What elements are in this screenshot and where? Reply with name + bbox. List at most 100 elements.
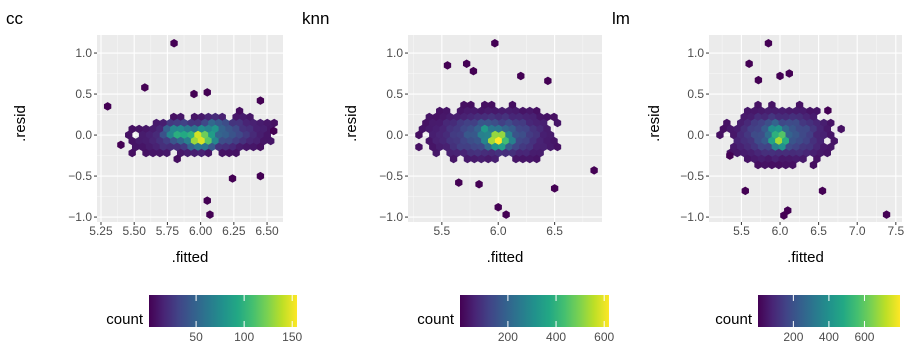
hex-bin bbox=[519, 118, 527, 128]
hex-bin bbox=[218, 148, 226, 158]
hex-bin bbox=[529, 124, 537, 134]
hex-bin bbox=[795, 124, 804, 134]
hex-bin bbox=[526, 118, 534, 128]
hex-bin bbox=[183, 124, 192, 134]
colorbar bbox=[460, 295, 609, 327]
hex-bin-outlier bbox=[117, 140, 125, 150]
hex-bin bbox=[754, 100, 762, 110]
hex-bin bbox=[228, 118, 237, 128]
hex-bin bbox=[477, 106, 485, 116]
hex-bin bbox=[498, 130, 506, 140]
hex-bin bbox=[456, 130, 465, 140]
hex-bin bbox=[218, 124, 226, 134]
hex-bin bbox=[156, 148, 164, 158]
hex-bin bbox=[799, 118, 807, 128]
hex-bin bbox=[487, 148, 496, 158]
hex-bin bbox=[439, 124, 447, 134]
hex-bin bbox=[487, 112, 496, 122]
hex-bin bbox=[757, 106, 766, 116]
hex-bin bbox=[494, 124, 503, 134]
hex-bin bbox=[802, 136, 811, 146]
hex-bin-outlier bbox=[517, 71, 525, 81]
hex-bin bbox=[439, 112, 447, 122]
hex-bin bbox=[453, 148, 461, 158]
hex-bin bbox=[775, 136, 783, 146]
hex-bin bbox=[764, 130, 773, 140]
hex-bin bbox=[806, 118, 814, 128]
hex-bin bbox=[422, 118, 430, 128]
hex-bin bbox=[491, 118, 499, 128]
hex-bin bbox=[529, 112, 537, 122]
hexbin-layer-knn bbox=[415, 38, 598, 219]
hex-bin bbox=[256, 142, 265, 152]
hex-bin bbox=[235, 106, 244, 116]
hex-bin bbox=[256, 118, 265, 128]
hex-bin bbox=[522, 112, 530, 122]
hex-bin bbox=[820, 130, 828, 140]
hex-bin bbox=[415, 142, 423, 152]
hex-bin bbox=[149, 124, 157, 134]
hex-bin bbox=[128, 136, 136, 146]
hex-bin bbox=[757, 130, 766, 140]
hex-bin bbox=[768, 160, 776, 170]
hex-bin bbox=[806, 106, 814, 116]
hex-bin bbox=[460, 100, 468, 110]
hex-bin bbox=[508, 124, 517, 134]
hex-bin bbox=[176, 124, 185, 134]
hex-bin bbox=[246, 124, 254, 134]
hex-bin bbox=[553, 142, 562, 152]
hex-bin bbox=[128, 148, 136, 158]
hex-bin bbox=[470, 118, 479, 128]
hex-bin bbox=[782, 148, 790, 158]
hex-bin bbox=[737, 130, 745, 140]
hex-bin bbox=[242, 118, 251, 128]
hex-bin-outlier bbox=[776, 71, 784, 81]
hex-bin bbox=[208, 130, 216, 140]
hex-bin bbox=[176, 136, 185, 146]
hex-bin bbox=[785, 118, 793, 128]
y-tick-label: −1.0 bbox=[68, 210, 92, 224]
hex-bin bbox=[813, 142, 821, 152]
x-tick-label: 7.0 bbox=[849, 224, 866, 238]
hex-bin bbox=[827, 118, 835, 128]
hex-bin bbox=[249, 130, 258, 140]
hex-bin bbox=[809, 148, 818, 158]
hex-bin bbox=[750, 106, 759, 116]
hex-bin bbox=[145, 130, 154, 140]
hex-bin bbox=[501, 136, 510, 146]
hex-bin bbox=[750, 154, 759, 164]
hex-bin bbox=[816, 124, 825, 134]
hex-bin bbox=[782, 136, 790, 146]
hex-bin bbox=[522, 148, 530, 158]
hex-bin bbox=[515, 148, 524, 158]
x-tick-label: 6.5 bbox=[546, 224, 563, 238]
hex-bin-outlier bbox=[882, 210, 891, 219]
hex-bin bbox=[215, 118, 223, 128]
hex-bin bbox=[792, 106, 800, 116]
hex-bin bbox=[270, 118, 278, 128]
hex-bin bbox=[782, 124, 790, 134]
hex-bin bbox=[142, 148, 150, 158]
hex-bin bbox=[519, 154, 527, 164]
x-axis-title: .fitted bbox=[787, 249, 824, 266]
hex-bin bbox=[498, 118, 506, 128]
hex-bin bbox=[142, 136, 150, 146]
hex-bin bbox=[813, 106, 821, 116]
hex-bin bbox=[263, 130, 271, 140]
hex-bin bbox=[194, 130, 202, 140]
hex-bin bbox=[519, 106, 527, 116]
hex-bin bbox=[442, 118, 451, 128]
hex-bin bbox=[246, 112, 254, 122]
hex-bin bbox=[526, 142, 534, 152]
hex-bin bbox=[743, 106, 752, 116]
hex-bin bbox=[754, 148, 762, 158]
hex-bin bbox=[508, 148, 517, 158]
hex-bin bbox=[522, 124, 530, 134]
hex-bin bbox=[436, 142, 444, 152]
hex-bin bbox=[256, 130, 265, 140]
hex-bin bbox=[125, 130, 133, 140]
hex-bin-outlier bbox=[502, 210, 510, 219]
hex-bin bbox=[778, 130, 786, 140]
hex-bin bbox=[539, 130, 548, 140]
